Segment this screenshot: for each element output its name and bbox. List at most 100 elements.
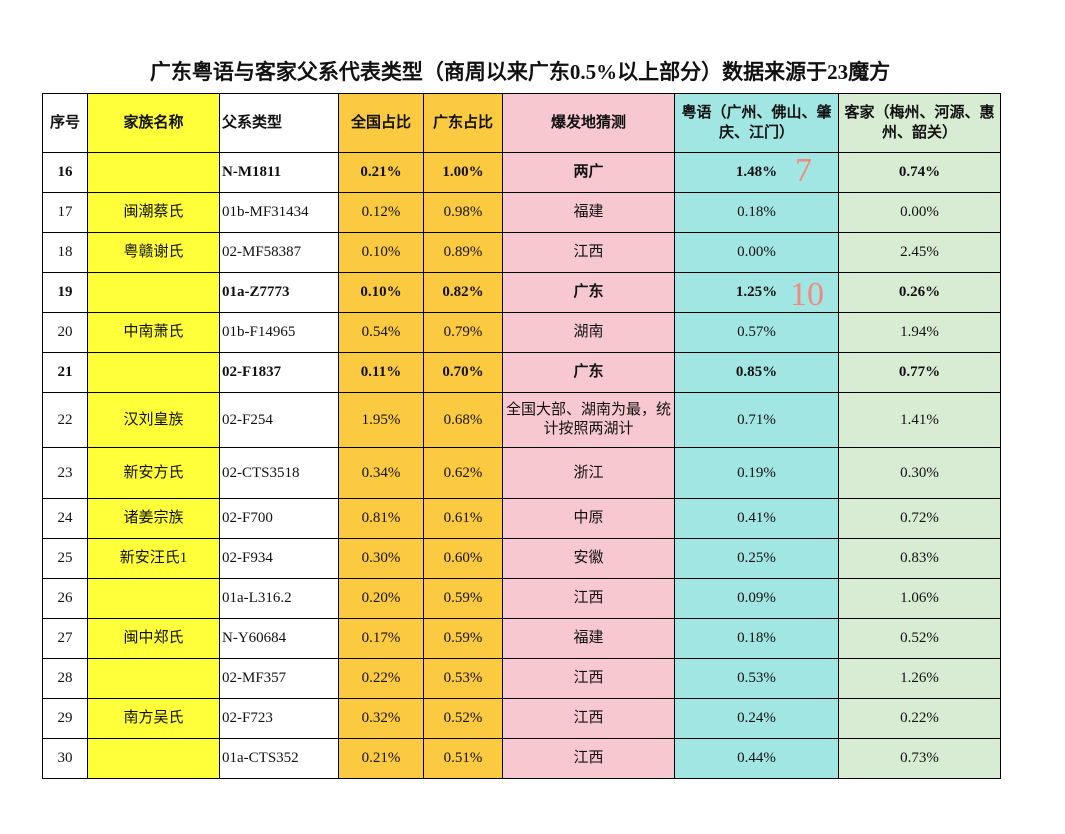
table-cell: 1.95% [338, 392, 424, 448]
table-cell: 诸姜宗族 [87, 498, 220, 539]
table-cell: 0.74% [838, 152, 1001, 193]
table-cell: 19 [42, 272, 88, 313]
table-cell: 28 [42, 658, 88, 699]
table-cell: 30 [42, 738, 88, 779]
table-row: 30 01a-CTS352 0.21% 0.51% 江西 0.44% 0.73% [42, 738, 1001, 779]
table-cell: 1.94% [838, 312, 1001, 353]
table-cell: 浙江 [502, 447, 675, 499]
table-cell: 18 [42, 232, 88, 273]
table-row: 26 01a-L316.2 0.20% 0.59% 江西 0.09% 1.06% [42, 578, 1001, 619]
table-cell: 南方吴氏 [87, 698, 220, 739]
column-header: 广东占比 [423, 93, 503, 153]
table-cell: 01b-MF31434 [219, 192, 339, 233]
table-cell: 0.82% [423, 272, 503, 313]
table-cell: 0.53% [674, 658, 839, 699]
table-cell: 0.85% [674, 352, 839, 393]
table-cell: 0.61% [423, 498, 503, 539]
table-cell: 02-F1837 [219, 352, 339, 393]
table-cell: 27 [42, 618, 88, 659]
table-cell: 02-F723 [219, 698, 339, 739]
table-cell: 0.18% [674, 618, 839, 659]
table-cell: 中南萧氏 [87, 312, 220, 353]
table-cell: 0.32% [338, 698, 424, 739]
table-cell: 02-MF58387 [219, 232, 339, 273]
table-cell: 0.71% [674, 392, 839, 448]
table-cell: 1.00% [423, 152, 503, 193]
table-cell: 0.51% [423, 738, 503, 779]
column-header: 家族名称 [87, 93, 220, 153]
table-cell: 0.18% [674, 192, 839, 233]
table-cell: 0.59% [423, 618, 503, 659]
table-cell: 26 [42, 578, 88, 619]
table-cell: 汉刘皇族 [87, 392, 220, 448]
table-cell: 0.72% [838, 498, 1001, 539]
table-cell: N-Y60684 [219, 618, 339, 659]
table-row: 16 N-M1811 0.21% 1.00% 两广 1.48% 0.74% [42, 152, 1001, 193]
table-cell: 20 [42, 312, 88, 353]
handwritten-note: 10 [790, 276, 824, 313]
table-cell: 01a-Z7773 [219, 272, 339, 313]
table-cell: 0.10% [338, 232, 424, 273]
table-row: 20 中南萧氏 01b-F14965 0.54% 0.79% 湖南 0.57% 1.94% [42, 312, 1001, 353]
table-cell: 0.70% [423, 352, 503, 393]
table-cell: 0.52% [423, 698, 503, 739]
table-row: 29 南方吴氏 02-F723 0.32% 0.52% 江西 0.24% 0.22% [42, 698, 1001, 739]
table-cell: 0.52% [838, 618, 1001, 659]
table-cell: 粤赣谢氏 [87, 232, 220, 273]
table-cell: 0.21% [338, 152, 424, 193]
table-row: 21 02-F1837 0.11% 0.70% 广东 0.85% 0.77% [42, 352, 1001, 393]
table-cell: 全国大部、湖南为最，统计按照两湖计 [502, 392, 675, 448]
table-cell: 25 [42, 538, 88, 579]
table-row: 25 新安汪氏1 02-F934 0.30% 0.60% 安徽 0.25% 0.83% [42, 538, 1001, 579]
table-cell: 02-CTS3518 [219, 447, 339, 499]
table-cell: 0.26% [838, 272, 1001, 313]
table-cell: 0.59% [423, 578, 503, 619]
table-body: 16 N-M1811 0.21% 1.00% 两广 1.48% 0.74% 17 闽潮蔡氏 01b… [42, 152, 1001, 779]
table-cell: 02-MF357 [219, 658, 339, 699]
table-cell: 0.41% [674, 498, 839, 539]
table-row: 28 02-MF357 0.22% 0.53% 江西 0.53% 1.26% [42, 658, 1001, 699]
table-cell: 闽中郑氏 [87, 618, 220, 659]
page-title: 广东粤语与客家父系代表类型（商周以来广东0.5%以上部分）数据来源于23魔方 [149, 60, 891, 84]
table-cell: 0.24% [674, 698, 839, 739]
table-cell: 0.54% [338, 312, 424, 353]
table-cell [87, 578, 220, 619]
data-table: 序号 家族名称 父系类型 全国占比 广东占比 爆发地猜测 粤语（广州、佛山、肇庆、江门） 客家… [42, 93, 1001, 779]
table-cell: 0.22% [838, 698, 1001, 739]
table-cell: 0.12% [338, 192, 424, 233]
table-row: 22 汉刘皇族 02-F254 1.95% 0.68% 全国大部、湖南为最，统计按照两湖计… [42, 392, 1001, 448]
table-cell: 01b-F14965 [219, 312, 339, 353]
table-cell: 0.98% [423, 192, 503, 233]
table-cell: 0.25% [674, 538, 839, 579]
column-header: 客家（梅州、河源、惠州、韶关） [838, 93, 1001, 153]
table-cell: 0.21% [338, 738, 424, 779]
table-cell: 江西 [502, 698, 675, 739]
table-cell: 23 [42, 447, 88, 499]
table-row: 23 新安方氏 02-CTS3518 0.34% 0.62% 浙江 0.19% 0.30% [42, 447, 1001, 499]
table-row: 18 粤赣谢氏 02-MF58387 0.10% 0.89% 江西 0.00% 2.45% [42, 232, 1001, 273]
column-header: 粤语（广州、佛山、肇庆、江门） [674, 93, 839, 153]
table-cell: 江西 [502, 738, 675, 779]
table-cell: 0.79% [423, 312, 503, 353]
table-cell: 广东 [502, 352, 675, 393]
table-cell: 01a-CTS352 [219, 738, 339, 779]
table-cell: 0.68% [423, 392, 503, 448]
table-cell: 1.25% [674, 272, 839, 313]
table-cell: 广东 [502, 272, 675, 313]
table-cell: 02-F700 [219, 498, 339, 539]
table-cell: 02-F934 [219, 538, 339, 579]
table-cell: 江西 [502, 232, 675, 273]
table-cell: 21 [42, 352, 88, 393]
table-cell: 中原 [502, 498, 675, 539]
column-header: 父系类型 [219, 93, 339, 153]
table-cell: 新安方氏 [87, 447, 220, 499]
table-cell: 22 [42, 392, 88, 448]
table-cell: 0.19% [674, 447, 839, 499]
column-header: 序号 [42, 93, 88, 153]
table-cell: 16 [42, 152, 88, 193]
table-cell: 0.00% [838, 192, 1001, 233]
table-cell: 0.34% [338, 447, 424, 499]
table-cell: 0.10% [338, 272, 424, 313]
table-cell: 0.57% [674, 312, 839, 353]
